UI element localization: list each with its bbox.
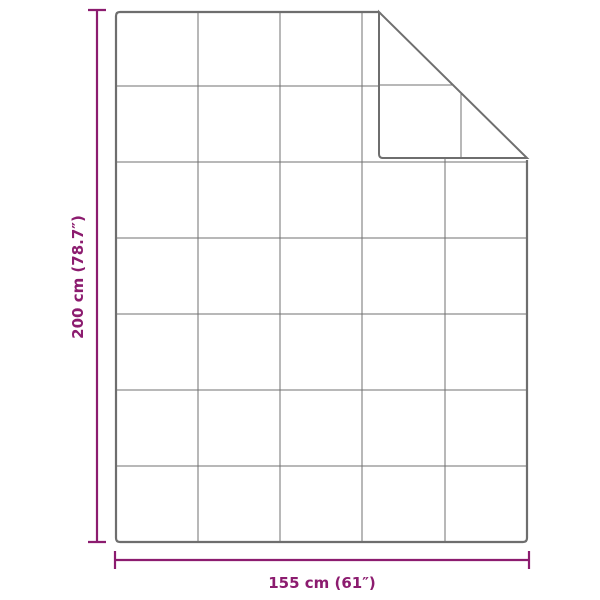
folded-corner [378, 9, 530, 159]
width-label: 155 cm (61″) [268, 574, 376, 592]
width-dimension [113, 551, 531, 569]
blanket-outline [114, 10, 529, 544]
grid-lines [117, 12, 527, 541]
blanket [114, 9, 530, 544]
height-label: 200 cm (78.7″) [69, 215, 87, 339]
height-dimension [88, 8, 106, 544]
fold-diagonal [378, 11, 528, 159]
